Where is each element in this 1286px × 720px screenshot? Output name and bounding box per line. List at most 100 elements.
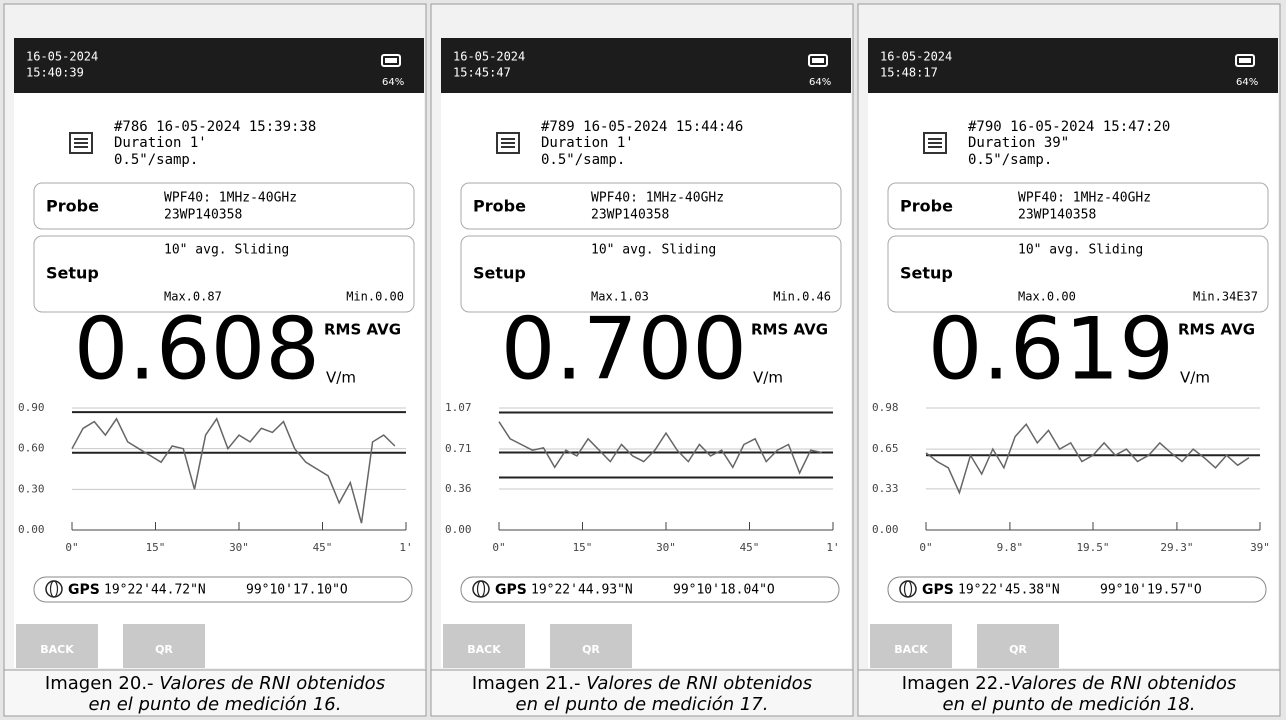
back-button[interactable] (870, 624, 952, 668)
setup-box (460, 235, 842, 313)
setup-max: Max.0.00 (1018, 290, 1076, 304)
setup-max: Max.0.87 (164, 290, 222, 304)
y-tick-label: 0.00 (445, 523, 472, 536)
x-tick-label: 30" (656, 541, 676, 554)
setup-mode: 10" avg. Sliding (591, 243, 716, 258)
unit: V/m (1180, 369, 1210, 387)
setup-mode: 10" avg. Sliding (1018, 243, 1143, 258)
caption: Imagen 22.-Valores de RNI obtenidos (902, 673, 1236, 694)
y-tick-label: 0.00 (18, 523, 45, 536)
record: #789 16-05-2024 15:44:46 (541, 119, 743, 135)
status-bar (441, 38, 851, 93)
x-tick-label: 29.3" (1160, 541, 1193, 554)
gps-box (460, 576, 840, 603)
y-tick-label: 0.60 (18, 442, 45, 455)
back-label: BACK (894, 643, 928, 656)
caption-text: Valores de RNI obtenidos (1010, 673, 1236, 694)
time: 15:40:39 (26, 66, 84, 80)
gps-lat: 19°22'44.93"N (531, 583, 633, 598)
reading-type: RMS AVG (751, 321, 828, 339)
setup-min: Min.0.00 (346, 290, 404, 304)
battery-icon (1235, 54, 1255, 67)
caption-line2: en el punto de medición 16. (89, 694, 342, 715)
x-tick-label: 9.8" (997, 541, 1024, 554)
battery: 64% (809, 77, 831, 88)
date: 16-05-2024 (880, 50, 952, 64)
series-line (925, 422, 1250, 495)
globe-icon (49, 580, 59, 598)
reading: 0.619 (928, 299, 1174, 399)
probe-label: Probe (473, 197, 526, 216)
time: 15:45:47 (453, 66, 511, 80)
gps-lon: 99°10'18.04"O (673, 583, 775, 598)
setup-min: Min.0.46 (773, 290, 831, 304)
sampling: 0.5"/samp. (114, 152, 198, 168)
reading: 0.608 (74, 299, 320, 399)
globe-icon (476, 580, 486, 598)
y-tick-label: 0.36 (445, 482, 472, 495)
x-tick-label: 0" (65, 541, 78, 554)
probe-box (460, 182, 842, 230)
y-tick-label: 0.33 (872, 482, 899, 495)
reading-type: RMS AVG (324, 321, 401, 339)
probe-serial: 23WP140358 (591, 208, 669, 223)
x-tick-label: 39" (1250, 541, 1270, 554)
caption-box (857, 669, 1281, 717)
x-tick-label: 1' (826, 541, 839, 554)
qr-button[interactable] (550, 624, 632, 668)
setup-mode: 10" avg. Sliding (164, 243, 289, 258)
battery: 64% (382, 77, 404, 88)
caption: Imagen 21.- Valores de RNI obtenidos (472, 673, 812, 694)
gps-label: GPS (922, 582, 954, 598)
y-tick-label: 0.90 (18, 401, 45, 414)
date: 16-05-2024 (453, 50, 525, 64)
caption: Imagen 20.- Valores de RNI obtenidos (45, 673, 385, 694)
unit: V/m (753, 369, 783, 387)
caption-label: Imagen 22.- (902, 673, 1011, 694)
x-tick-label: 45" (740, 541, 760, 554)
x-tick-label: 30" (229, 541, 249, 554)
setup-box (887, 235, 1269, 313)
y-tick-label: 1.07 (445, 401, 472, 414)
back-label: BACK (467, 643, 501, 656)
record: #786 16-05-2024 15:39:38 (114, 119, 316, 135)
setup-min: Min.34E37 (1193, 290, 1258, 304)
y-tick-label: 0.98 (872, 401, 899, 414)
probe-model: WPF40: 1MHz-40GHz (164, 191, 297, 206)
sampling: 0.5"/samp. (541, 152, 625, 168)
probe-serial: 23WP140358 (164, 208, 242, 223)
globe-icon (903, 580, 913, 598)
caption-text: Valores de RNI obtenidos (154, 673, 386, 694)
y-tick-label: 0.65 (872, 442, 899, 455)
y-tick-label: 0.30 (18, 482, 45, 495)
caption-label: Imagen 21.- (472, 673, 581, 694)
battery: 64% (1236, 77, 1258, 88)
x-tick-label: 1' (399, 541, 412, 554)
caption-label: Imagen 20.- (45, 673, 154, 694)
caption-line2: en el punto de medición 17. (516, 694, 769, 715)
probe-serial: 23WP140358 (1018, 208, 1096, 223)
x-tick-label: 0" (492, 541, 505, 554)
qr-button[interactable] (977, 624, 1059, 668)
gps-box (33, 576, 413, 603)
x-tick-label: 15" (146, 541, 166, 554)
probe-label: Probe (900, 197, 953, 216)
probe-box (33, 182, 415, 230)
back-button[interactable] (443, 624, 525, 668)
gps-lat: 19°22'44.72"N (104, 583, 206, 598)
qr-label: QR (155, 643, 173, 656)
gps-label: GPS (495, 582, 527, 598)
gps-box (887, 576, 1267, 603)
qr-button[interactable] (123, 624, 205, 668)
back-button[interactable] (16, 624, 98, 668)
series-line (71, 417, 396, 524)
setup-max: Max.1.03 (591, 290, 649, 304)
duration: Duration 1' (114, 135, 207, 151)
battery-level (812, 58, 824, 63)
qr-label: QR (1009, 643, 1027, 656)
setup-label: Setup (473, 264, 526, 283)
probe-model: WPF40: 1MHz-40GHz (591, 191, 724, 206)
battery-level (1239, 58, 1251, 63)
date: 16-05-2024 (26, 50, 98, 64)
